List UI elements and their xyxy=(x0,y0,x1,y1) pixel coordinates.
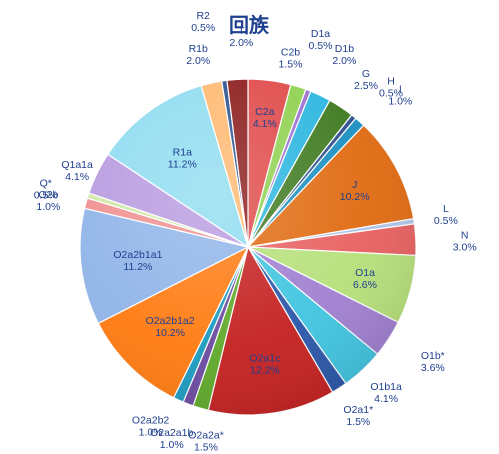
slice-label-o2a1-star: O2a1* 1.5% xyxy=(343,404,373,428)
slice-label-o2a2b1a1: O2a2b1a1 11.2% xyxy=(113,249,162,273)
slice-label-name: O2a2a1b xyxy=(150,427,193,439)
slice-label-percent: 10.2% xyxy=(155,327,185,339)
slice-label-name: O1b* xyxy=(421,350,445,362)
slice-label-percent: 4.1% xyxy=(65,171,89,183)
slice-label-percent: 10.2% xyxy=(340,191,370,203)
slice-label-name: O2a2b1a2 xyxy=(146,315,195,327)
slice-label-name: D1b xyxy=(335,43,354,55)
slice-labels: C2a 4.1%C2b 1.5%D1a 0.5% D1b 2.0%G 2.5% H 0.5%I 1… xyxy=(34,10,477,454)
slice-label-q-star: Q* 0.5% xyxy=(34,177,58,201)
slice-label-name: C2b xyxy=(281,47,300,59)
slice-label-c2a: C2a 4.1% xyxy=(253,106,277,130)
slice-label-o2a2b1a2: O2a2b1a2 10.2% xyxy=(146,315,195,339)
slice-label-name: D1a xyxy=(311,28,330,40)
slice-label-percent: 1.0% xyxy=(388,96,412,108)
slice-label-percent: 0.5% xyxy=(34,189,58,201)
slice-label-percent: 1.5% xyxy=(346,416,370,428)
slice-label-d1a: D1a 0.5% xyxy=(309,28,333,52)
slice-label-name: R2 xyxy=(196,10,210,22)
slice-label-name: R1a xyxy=(173,147,192,159)
slice-label-r1b: R1b 2.0% xyxy=(186,43,210,67)
chart-title: 回族 xyxy=(229,13,270,37)
slice-label-percent: 4.1% xyxy=(253,118,277,130)
slice-label-g: G 2.5% xyxy=(354,68,378,92)
slice-label-name: R1b xyxy=(189,43,208,55)
slice-label-name: Q1a1a xyxy=(61,159,93,171)
slice-label-percent: 2.0% xyxy=(332,55,356,67)
slice-label-percent: 2.0% xyxy=(229,37,253,49)
slice-label-percent: 3.6% xyxy=(421,362,445,374)
slice-label-t: T 2.0% xyxy=(229,25,253,49)
slice-label-h: H 0.5% xyxy=(379,76,403,100)
slice-label-o2b: O2b 1.0% xyxy=(36,189,60,213)
slice-label-i: I 1.0% xyxy=(388,84,412,108)
slice-label-o2a1c: O2a1c 12.2% xyxy=(249,352,280,376)
slice-label-name: C2a xyxy=(255,106,274,118)
slice-label-percent: 4.1% xyxy=(374,393,398,405)
slice-label-name: O2a1* xyxy=(343,404,373,416)
slice-label-o2a2a-star: O2a2a* 1.5% xyxy=(188,430,224,454)
slice-label-name: O2b xyxy=(38,189,58,201)
slice-label-percent: 6.6% xyxy=(353,279,377,291)
slice-label-name: O1b1a xyxy=(370,381,402,393)
slice-label-percent: 0.5% xyxy=(379,88,403,100)
slice-label-l: L 0.5% xyxy=(434,203,458,227)
slice-label-name: O2a1c xyxy=(249,352,280,364)
slice-label-percent: 1.0% xyxy=(160,439,184,451)
slice-label-n: N 3.0% xyxy=(453,229,477,253)
slice-label-name: I xyxy=(399,84,402,96)
slice-label-o1b-star: O1b* 3.6% xyxy=(421,350,445,374)
slice-label-percent: 1.5% xyxy=(194,442,218,454)
slice-label-c2b: C2b 1.5% xyxy=(279,47,303,71)
slice-label-o1a: O1a 6.6% xyxy=(353,267,377,291)
slice-label-percent: 2.0% xyxy=(186,55,210,67)
slice-label-name: T xyxy=(238,25,245,37)
slice-label-name: O2a2a* xyxy=(188,430,224,442)
slice-label-name: O2a2b1a1 xyxy=(113,249,162,261)
slice-label-percent: 0.5% xyxy=(309,40,333,52)
slice-label-name: L xyxy=(443,203,449,215)
slice-label-percent: 0.5% xyxy=(434,215,458,227)
slice-label-name: N xyxy=(461,229,469,241)
slice-label-name: O2a2b2 xyxy=(132,414,170,426)
slice-label-percent: 12.2% xyxy=(250,364,280,376)
slice-label-o1b1a: O1b1a 4.1% xyxy=(370,381,402,405)
slice-label-percent: 1.0% xyxy=(36,201,60,213)
slice-label-r1a: R1a 11.2% xyxy=(168,147,197,171)
slice-label-percent: 2.5% xyxy=(354,80,378,92)
slice-label-percent: 11.2% xyxy=(168,159,197,171)
slice-label-percent: 0.5% xyxy=(191,22,215,34)
slice-label-name: H xyxy=(387,76,395,88)
pie-slices xyxy=(79,78,417,416)
slice-label-o2a2a1b: O2a2a1b 1.0% xyxy=(150,427,193,451)
slice-label-j: J 10.2% xyxy=(340,179,370,203)
slice-label-r2: R2 0.5% xyxy=(191,10,215,34)
slice-label-percent: 3.0% xyxy=(453,241,477,253)
slice-label-name: J xyxy=(352,179,357,191)
slice-label-percent: 1.5% xyxy=(279,59,303,71)
slice-label-o2a2b2: O2a2b2 1.0% xyxy=(132,414,170,438)
slice-label-name: G xyxy=(362,68,370,80)
slice-label-percent: 1.0% xyxy=(139,426,163,438)
slice-label-name: O1a xyxy=(355,267,375,279)
slice-label-name: Q* xyxy=(40,177,52,189)
slice-label-d1b: D1b 2.0% xyxy=(332,43,356,67)
slice-label-q1a1a: Q1a1a 4.1% xyxy=(61,159,93,183)
slice-label-percent: 11.2% xyxy=(123,261,152,273)
